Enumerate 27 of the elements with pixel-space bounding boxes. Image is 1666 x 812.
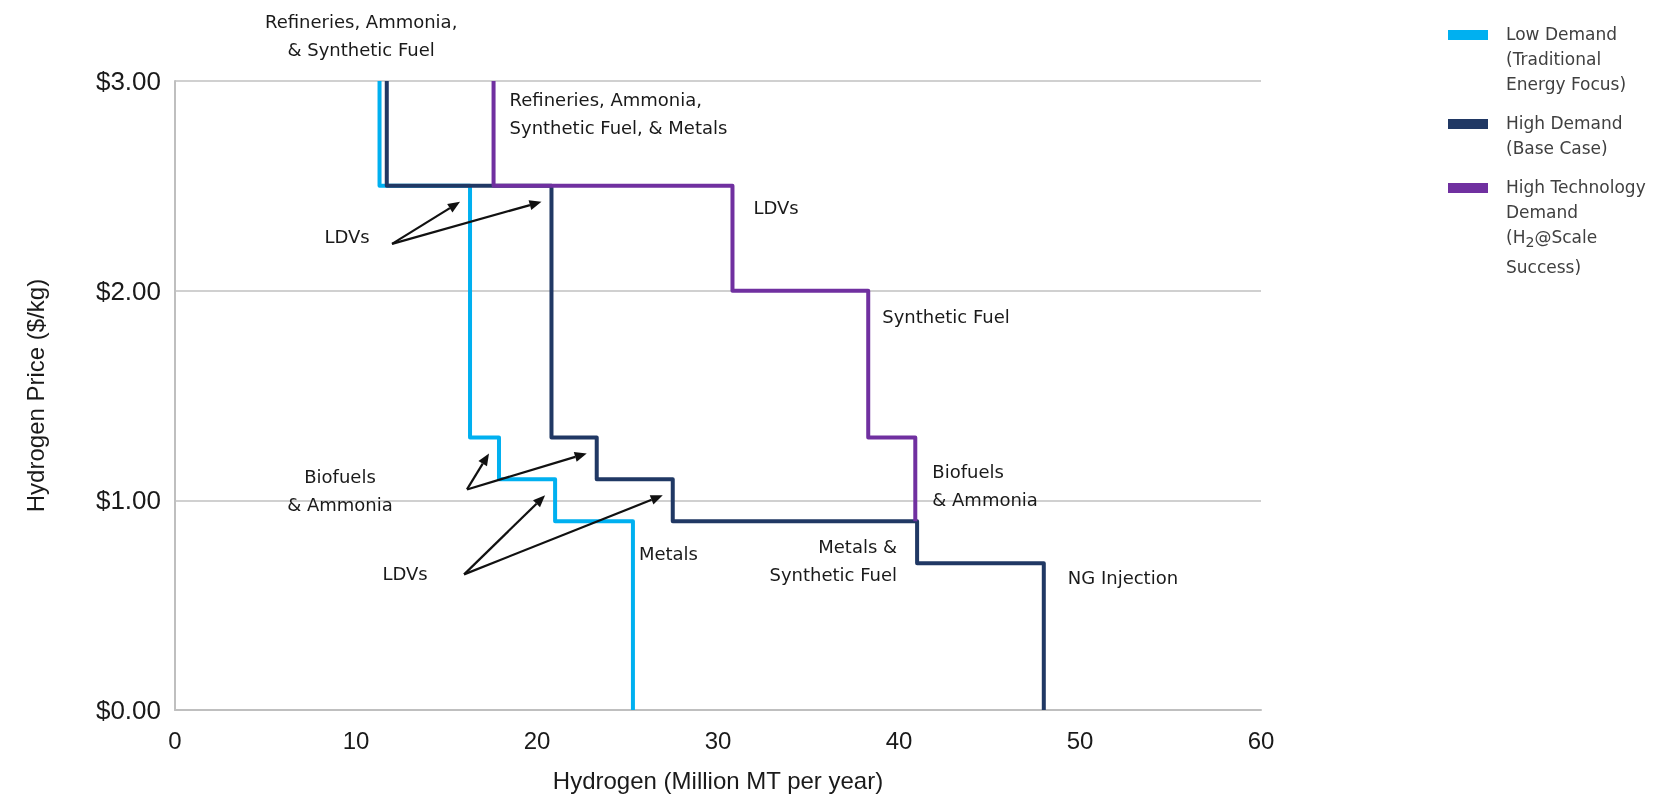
annotation: LDVs bbox=[382, 562, 428, 584]
x-tick-label: 0 bbox=[168, 726, 182, 754]
x-tick-label: 50 bbox=[1066, 726, 1094, 754]
x-axis-title: Hydrogen (Million MT per year) bbox=[552, 766, 884, 794]
y-tick-label: $0.00 bbox=[95, 695, 161, 725]
x-tick-label: 20 bbox=[523, 726, 551, 754]
legend-label: High Demand (Base Case) bbox=[1506, 112, 1624, 160]
x-tick-label: 60 bbox=[1247, 726, 1275, 754]
annotation: Synthetic Fuel bbox=[882, 306, 1010, 328]
annotation: Metals bbox=[638, 542, 699, 564]
y-tick-label: $3.00 bbox=[95, 66, 161, 96]
annotation: NG Injection bbox=[1067, 566, 1179, 588]
y-axis-title: Hydrogen Price ($/kg) bbox=[21, 278, 49, 513]
annotation: Refineries, Ammonia, & Synthetic Fuel bbox=[264, 10, 458, 60]
annotation: LDVs bbox=[753, 197, 799, 219]
annotation: Biofuels & Ammonia bbox=[932, 460, 1038, 510]
y-tick-label: $2.00 bbox=[95, 275, 161, 306]
annotation: Metals & Synthetic Fuel bbox=[769, 535, 898, 585]
legend-label: Low Demand (Traditional Energy Focus) bbox=[1506, 23, 1628, 96]
x-tick-label: 10 bbox=[342, 726, 370, 754]
x-tick-label: 30 bbox=[704, 726, 732, 754]
y-tick-label: $1.00 bbox=[95, 485, 161, 516]
annotation: LDVs bbox=[324, 226, 370, 248]
annotation: Refineries, Ammonia, Synthetic Fuel, & Metals bbox=[509, 88, 728, 138]
legend-label: High Technology Demand (H$_{2}$@Scale Success) bbox=[1506, 176, 1647, 280]
annotation: Biofuels & Ammonia bbox=[287, 465, 393, 515]
x-tick-label: 40 bbox=[885, 726, 913, 754]
